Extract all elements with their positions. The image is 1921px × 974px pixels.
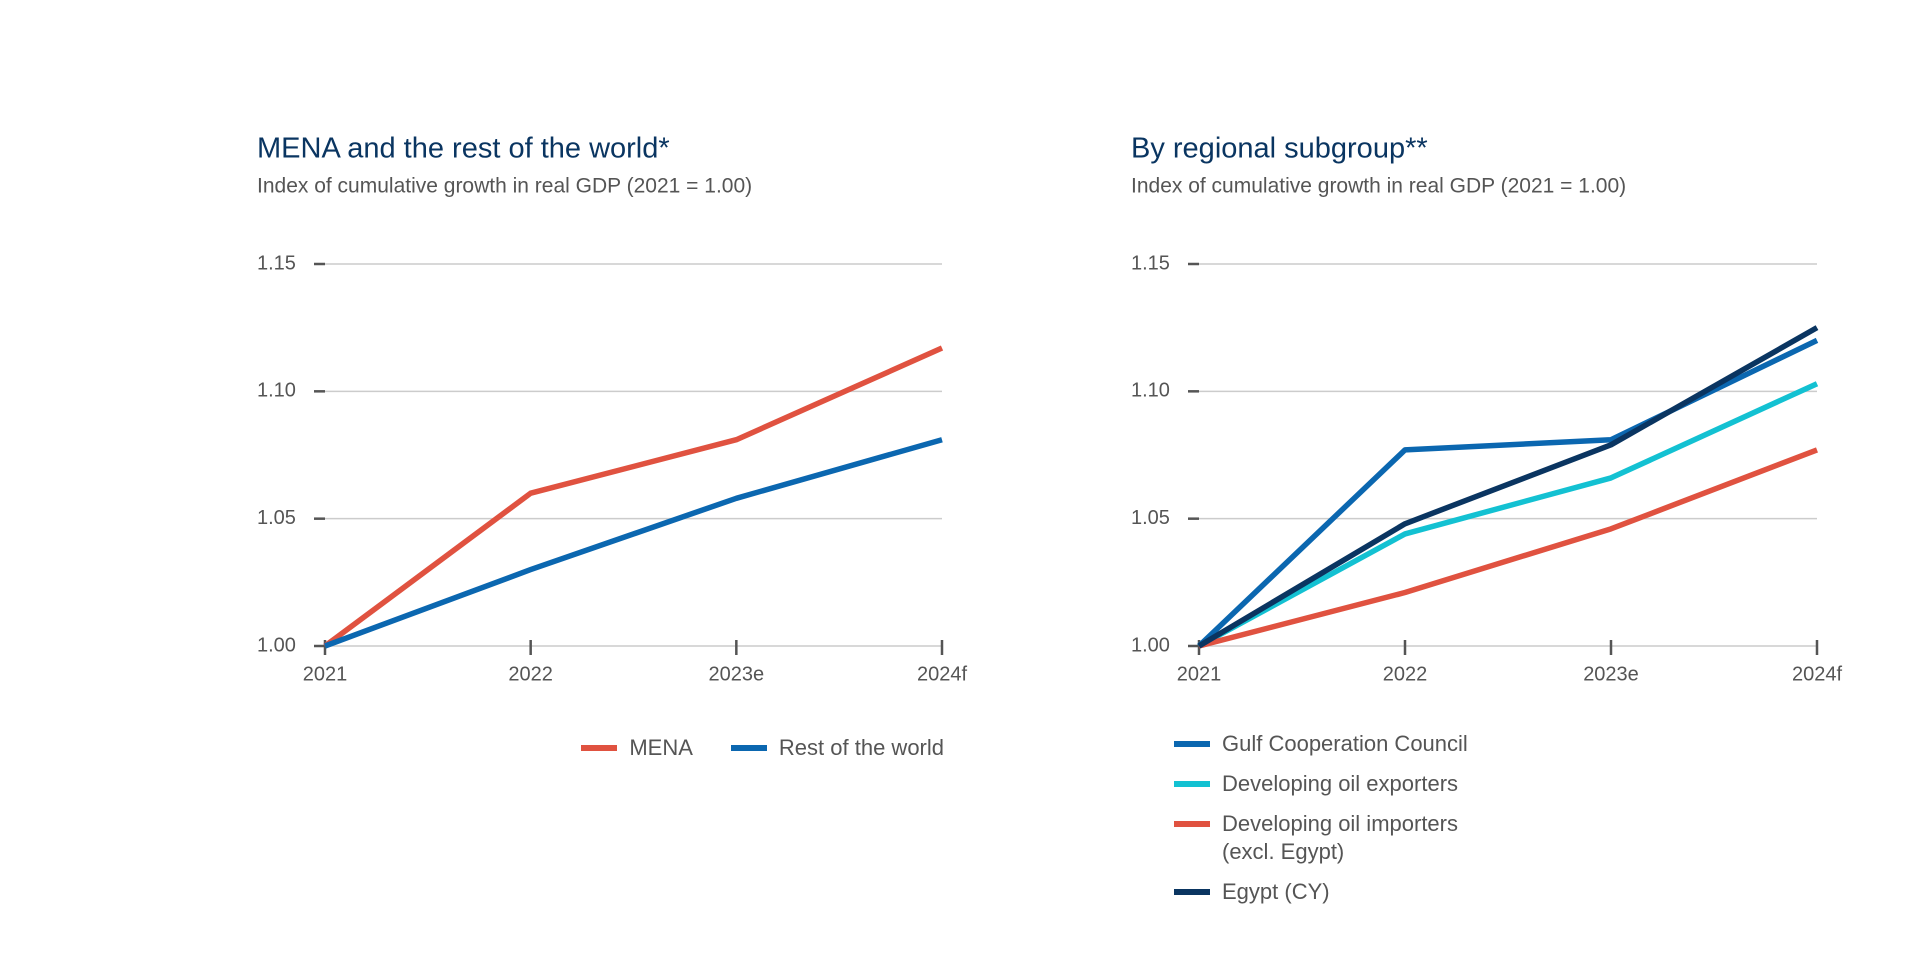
y-tick-label: 1.10 (257, 380, 296, 402)
legend-item: Egypt (CY) (1174, 878, 1524, 906)
legend-swatch (1174, 889, 1210, 895)
series-line (1197, 325, 1819, 649)
x-tick-label: 2021 (303, 663, 348, 685)
y-tick-label: 1.10 (1131, 380, 1170, 402)
legend-swatch (581, 745, 618, 751)
legend-swatch (1174, 781, 1210, 787)
chart-title: By regional subgroup** (1131, 133, 1428, 165)
series-line (1198, 447, 1818, 649)
series-line (323, 345, 944, 649)
chart-title: MENA and the rest of the world* (257, 133, 670, 165)
x-tick-label: 2021 (1177, 663, 1222, 685)
legend-item: Gulf Cooperation Council (1174, 730, 1524, 758)
x-tick-label: 2023e (709, 663, 765, 685)
x-tick-label: 2024f (1792, 663, 1842, 685)
y-tick-label: 1.15 (1131, 252, 1170, 274)
legend-item: MENA (581, 734, 693, 762)
y-tick-label: 1.00 (1131, 634, 1170, 656)
legend-item: Developing oil exporters (1174, 770, 1524, 798)
legend-label: Developing oil importers (excl. Egypt) (1222, 811, 1458, 864)
y-tick-label: 1.05 (1131, 507, 1170, 529)
series-line (1197, 381, 1819, 649)
legend-label: Egypt (CY) (1222, 879, 1330, 904)
legend: Gulf Cooperation Council Developing oil e… (1174, 730, 1854, 906)
chart-subtitle: Index of cumulative growth in real GDP (… (1131, 175, 1626, 198)
legend-swatch (730, 745, 767, 751)
chart-subtitle: Index of cumulative growth in real GDP (… (257, 175, 752, 198)
legend-swatch (1174, 741, 1210, 747)
series-line (1197, 337, 1819, 648)
legend-label: Rest of the world (778, 735, 944, 760)
y-tick-label: 1.00 (257, 634, 296, 656)
legend-label: Developing oil exporters (1222, 771, 1459, 796)
x-tick-label: 2024f (917, 663, 967, 685)
legend-swatch (1174, 821, 1210, 827)
legend-label: Gulf Cooperation Council (1222, 731, 1468, 756)
series-line (324, 437, 943, 649)
x-tick-label: 2022 (1383, 663, 1428, 685)
legend-item: Developing oil importers (excl. Egypt) (1174, 810, 1524, 866)
legend-label: MENA (629, 735, 693, 760)
y-tick-label: 1.15 (257, 252, 296, 274)
x-tick-label: 2023e (1583, 663, 1639, 685)
legend-item: Rest of the world (730, 734, 944, 762)
y-tick-label: 1.05 (257, 507, 296, 529)
legend: MENA Rest of the world (581, 734, 944, 762)
x-tick-label: 2022 (508, 663, 553, 685)
